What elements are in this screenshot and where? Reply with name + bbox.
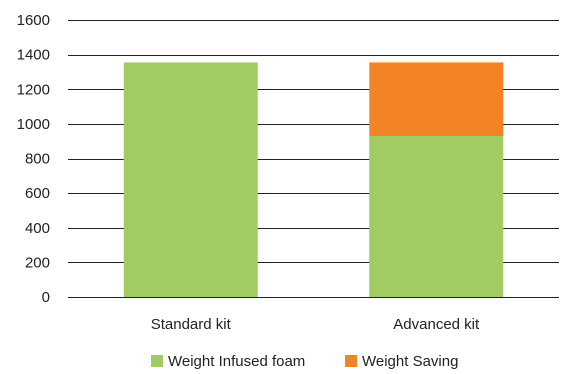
x-axis-category-labels: Standard kit Advanced kit bbox=[151, 316, 480, 333]
bar-standard-kit-weight-infused-foam bbox=[123, 62, 258, 298]
legend-label: Weight Saving bbox=[362, 353, 458, 370]
y-tick-label-1600: 1600 bbox=[17, 12, 50, 29]
y-tick-label-400: 400 bbox=[25, 220, 50, 237]
bar-advanced-kit-weight-saving bbox=[369, 62, 504, 136]
legend-swatch bbox=[151, 355, 163, 367]
legend: Weight Infused foam Weight Saving bbox=[151, 353, 458, 370]
y-axis-tick-labels: 0 200 400 600 800 1000 1200 1400 1600 bbox=[17, 12, 50, 306]
legend-item-weight-infused-foam: Weight Infused foam bbox=[151, 353, 305, 370]
x-category-label-standard-kit: Standard kit bbox=[151, 316, 232, 333]
x-category-label-advanced-kit: Advanced kit bbox=[393, 316, 480, 333]
y-tick-label-1400: 1400 bbox=[17, 47, 50, 64]
y-tick-label-200: 200 bbox=[25, 254, 50, 271]
y-tick-label-800: 800 bbox=[25, 151, 50, 168]
bar-advanced-kit-weight-infused-foam bbox=[369, 135, 504, 297]
y-tick-label-1000: 1000 bbox=[17, 116, 50, 133]
bars bbox=[123, 62, 504, 298]
y-tick-label-0: 0 bbox=[42, 289, 50, 306]
legend-label: Weight Infused foam bbox=[168, 353, 305, 370]
legend-item-weight-saving: Weight Saving bbox=[345, 353, 458, 370]
y-tick-label-1200: 1200 bbox=[17, 81, 50, 98]
y-tick-label-600: 600 bbox=[25, 185, 50, 202]
legend-swatch bbox=[345, 355, 357, 367]
